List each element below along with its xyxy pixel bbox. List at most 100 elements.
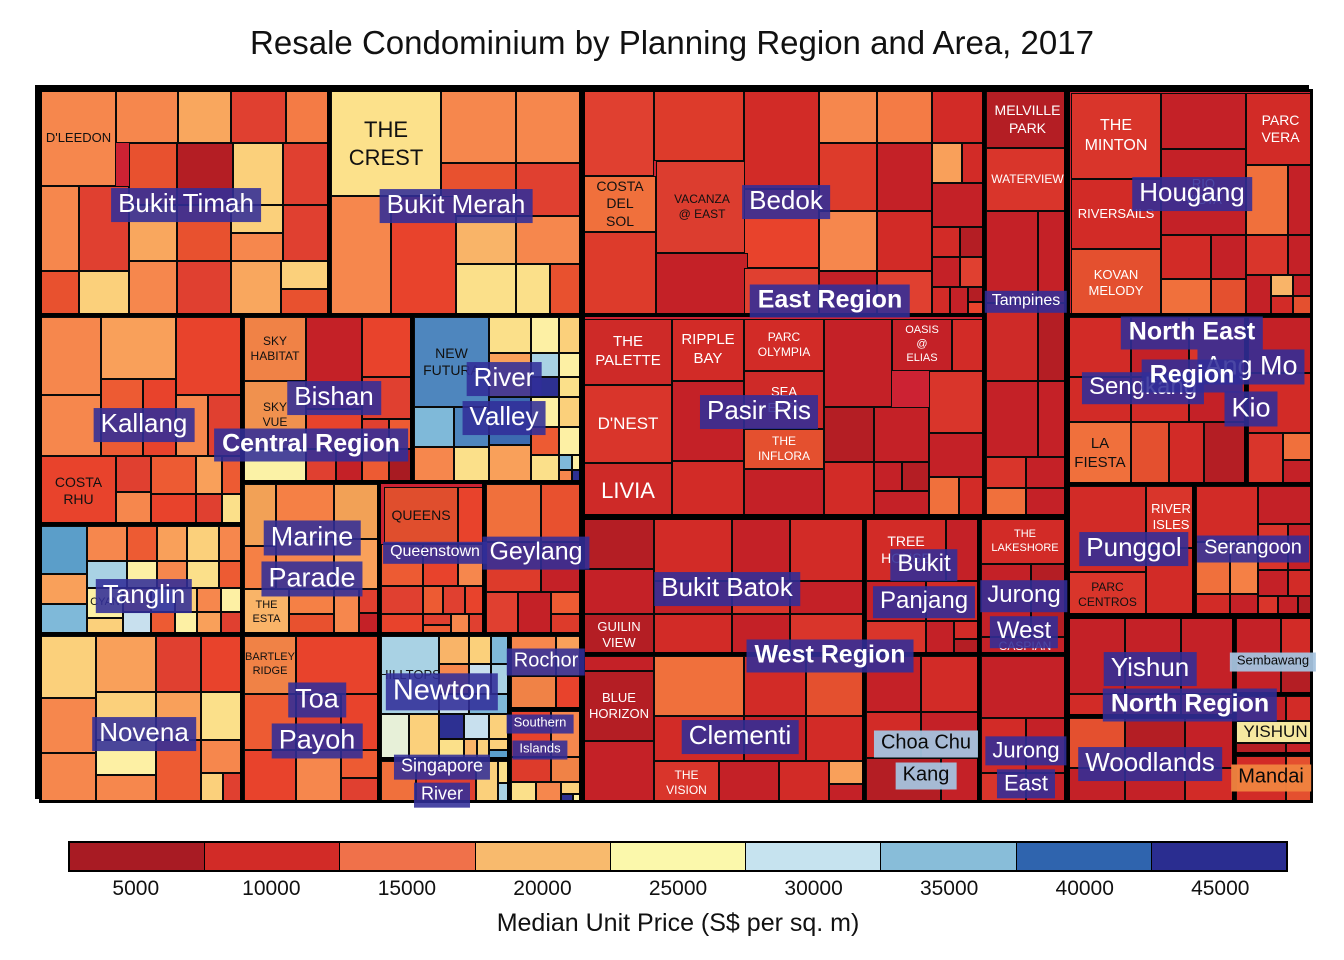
tile-label: D'LEEDON <box>45 130 112 146</box>
tile <box>1236 743 1286 752</box>
tile <box>559 427 580 455</box>
area-label-pasir-ris: Pasir Ris <box>699 395 819 429</box>
tile <box>1038 381 1065 457</box>
tile-label: LA FIESTA <box>1074 435 1126 471</box>
tile-label: PARC VERA <box>1261 111 1300 146</box>
tile <box>921 656 977 712</box>
colorbar-segment <box>610 843 747 870</box>
tile <box>1288 570 1311 596</box>
tile <box>1038 303 1065 381</box>
tile-melville-park: MELVILLE PARK <box>986 91 1065 148</box>
tile <box>959 477 982 515</box>
tile <box>719 761 779 801</box>
area-label-mandai: Mandai <box>1231 764 1311 792</box>
tile <box>559 317 580 353</box>
tile-d-leedon: D'LEEDON <box>41 91 116 186</box>
tile-label: PARC OLYMPIA <box>757 330 811 359</box>
tile-label: PARC CENTROS <box>1078 580 1137 609</box>
tile <box>1271 275 1293 296</box>
area-label-hougang: Hougang <box>1132 177 1252 211</box>
tile <box>1196 486 1258 542</box>
colorbar: 5000 10000 15000 20000 25000 30000 35000 40000 4… <box>68 841 1288 938</box>
tile <box>486 484 541 542</box>
tile <box>469 636 491 664</box>
area-label-southern-islands: Southern <box>506 714 574 734</box>
treemap: D'LEEDON Bukit Timah THE CREST Bukit Merah C… <box>35 85 1317 808</box>
tile <box>986 211 1038 303</box>
tile <box>981 656 1065 718</box>
tile <box>1038 211 1065 303</box>
tile-label: COSTA DEL SOL <box>596 177 644 229</box>
area-label-jurong-east: Jurong <box>985 736 1067 766</box>
tile-label: OASIS @ ELIAS <box>905 324 939 364</box>
tile <box>932 143 962 183</box>
colorbar-segment <box>1016 843 1152 870</box>
area-label-toa-payoh: Payoh <box>271 723 363 759</box>
tile-costa-rhu: COSTA RHU <box>41 456 116 522</box>
tile <box>456 216 516 264</box>
area-label-bukit-timah: Bukit Timah <box>111 188 261 222</box>
tile-label: D'NEST <box>597 414 659 434</box>
tile <box>1286 696 1311 721</box>
tile <box>559 397 580 427</box>
colorbar-segment <box>475 843 611 870</box>
tile <box>819 91 877 143</box>
tile <box>381 586 423 614</box>
tile <box>362 317 410 377</box>
tile <box>1283 460 1311 482</box>
tile <box>573 794 580 801</box>
tile <box>359 613 377 632</box>
tile-the-vision: THE VISION <box>654 761 719 801</box>
area-novena <box>39 634 242 803</box>
tile <box>1248 433 1283 482</box>
tile <box>441 91 516 163</box>
tile <box>556 676 580 707</box>
tile-sky-habitat: SKY HABITAT <box>244 317 306 381</box>
tile <box>187 561 219 588</box>
tile <box>1069 317 1131 377</box>
tile <box>221 612 240 632</box>
region-label-east: East Region <box>749 284 911 318</box>
tile-label: NEW FUTURA <box>423 344 480 379</box>
area-label-novena: Novena <box>92 717 196 751</box>
tile <box>829 784 862 801</box>
tile <box>41 395 101 456</box>
tile <box>489 445 531 480</box>
tile <box>877 143 932 211</box>
tile <box>654 614 732 652</box>
colorbar-tick: 30000 <box>784 877 843 900</box>
tile <box>231 91 286 143</box>
tile <box>1161 279 1211 313</box>
tile <box>986 488 1026 515</box>
tile-label: LIVIA <box>601 478 655 504</box>
tile-parc-centros: PARC CENTROS <box>1069 572 1146 614</box>
tile <box>231 233 283 261</box>
area-label-newton: Newton <box>385 673 499 711</box>
tile <box>902 462 929 491</box>
tile <box>584 569 654 614</box>
tile <box>806 716 862 761</box>
region-label-north: North Region <box>1102 688 1278 722</box>
tile <box>559 353 580 377</box>
tile <box>87 526 127 561</box>
tile <box>1258 596 1278 614</box>
tile <box>874 491 929 515</box>
tile-la-fiesta: LA FIESTA <box>1069 422 1131 482</box>
tile <box>584 519 654 569</box>
tile <box>656 253 748 313</box>
tile <box>222 456 240 494</box>
tile <box>654 656 744 716</box>
tile <box>469 614 482 632</box>
tile <box>423 625 451 632</box>
tile <box>561 782 580 794</box>
tile <box>559 377 580 397</box>
tile-the-esta: THE ESTA <box>244 589 289 632</box>
tile <box>409 714 439 757</box>
area-label-sembawang: Sembawang <box>1229 652 1317 672</box>
tile <box>516 264 550 313</box>
tile <box>531 317 559 353</box>
tile <box>1288 235 1311 275</box>
colorbar-gradient <box>68 841 1288 872</box>
tile <box>551 757 580 782</box>
tile-livia: LIVIA <box>584 463 672 515</box>
